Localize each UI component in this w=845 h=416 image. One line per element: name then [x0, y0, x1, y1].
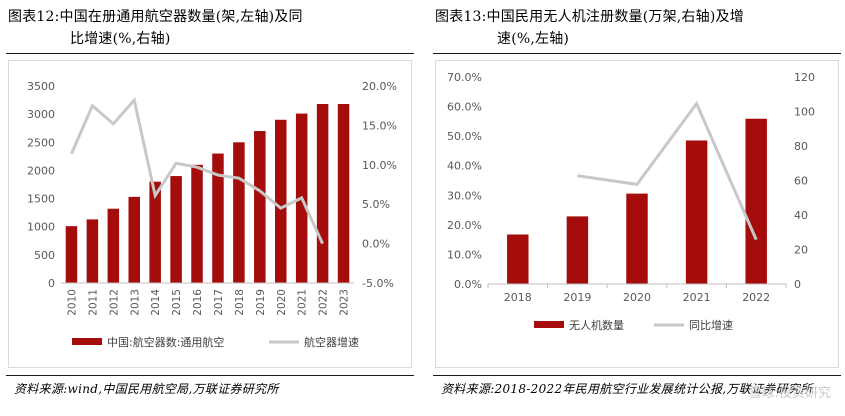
left-axis-tick-label: 3500 [27, 80, 55, 93]
left-title-line2: 比增速(%,右轴) [70, 31, 171, 47]
right-chart-svg: 0.0% 10.0% 20.0% 30.0% 40.0% 50.0% 60.0% 70.0% 0… [447, 71, 815, 332]
legend-swatch-bar [534, 321, 564, 328]
x-axis-tick-label: 2016 [192, 289, 204, 316]
left-axis-tick-label: 1500 [27, 193, 55, 206]
left-axis-tick-label: 30.0% [447, 189, 482, 202]
x-axis-tick-label: 2018 [234, 289, 246, 316]
bar [745, 118, 767, 284]
right-chart-frame: 0.0% 10.0% 20.0% 30.0% 40.0% 50.0% 60.0% 70.0% 0… [435, 60, 839, 368]
legend-label-line: 同比增速 [689, 318, 733, 332]
right-axis-tick-label: 80 [794, 140, 808, 153]
left-bottom-rule [6, 375, 414, 376]
left-axis-tick-label: 2500 [27, 136, 55, 149]
left-axis-tick-label: 0.0% [454, 278, 482, 291]
bar [316, 104, 329, 283]
left-axis-tick-label: 1000 [27, 221, 55, 234]
bar [274, 119, 287, 283]
x-axis-tick-label: 2011 [87, 289, 99, 316]
x-axis-tick-label: 2015 [171, 289, 183, 316]
left-axis-tick-label: 0 [48, 277, 55, 290]
left-axis-tick-label: 70.0% [447, 71, 482, 84]
x-axis-tick-label: 2012 [108, 289, 120, 316]
legend-label-bar: 无人机数量 [569, 318, 624, 332]
left-chart-frame: 0 500 1000 1500 2000 2500 3000 3500 -5.0% 0.0% 5.0… [8, 60, 412, 368]
line-series-growth [577, 100, 758, 241]
legend-label-bar: 中国:航空器数:通用航空 [107, 335, 224, 349]
left-axis-tick-label: 20.0% [447, 219, 482, 232]
x-axis-tick-label: 2010 [66, 289, 78, 316]
x-axis-tick-label: 2020 [276, 289, 288, 316]
x-axis-tick-label: 2017 [213, 289, 225, 316]
right-axis-tick-label: 5.0% [362, 198, 390, 211]
left-axis-tick-label: 50.0% [447, 130, 482, 143]
right-title-line2: 速(%,左轴) [497, 31, 570, 47]
x-axis-tick-label: 2022 [318, 289, 330, 316]
left-top-rule [6, 53, 414, 54]
right-axis-tick-label: 40 [794, 209, 808, 222]
left-axis-tick-label: 60.0% [447, 101, 482, 114]
x-axis-tick-label: 2019 [255, 289, 267, 316]
bar [128, 196, 141, 283]
right-axis-tick-label: -5.0% [362, 277, 394, 290]
left-source-note: 资料来源:wind,中国民用航空局,万联证券研究所 [14, 382, 279, 396]
x-axis-tick-label: 2020 [623, 291, 651, 304]
right-axis-tick-label: 15.0% [362, 119, 397, 132]
left-axis-tick-label: 10.0% [447, 248, 482, 261]
bar [626, 193, 648, 284]
right-axis-tick-label: 10.0% [362, 159, 397, 172]
x-axis-tick-label: 2013 [129, 289, 141, 316]
right-source-note: 资料来源:2018-2022年民用航空行业发展统计公报,万联证券研究所 [441, 382, 813, 396]
left-chart-title: 图表12:中国在册通用航空器数量(架,左轴)及同 比增速(%,右轴) [8, 6, 413, 50]
bar [254, 131, 266, 283]
bar [170, 176, 182, 283]
right-axis-tick-label: 20.0% [362, 80, 397, 93]
left-axis-tick-label: 500 [34, 249, 55, 262]
left-title-line1: 图表12:中国在册通用航空器数量(架,左轴)及同 [8, 9, 303, 25]
right-bottom-rule [433, 375, 841, 376]
bar [149, 181, 161, 283]
bar [107, 208, 120, 283]
right-axis-tick-label: 0 [794, 278, 801, 291]
right-axis-tick-label: 60 [794, 175, 808, 188]
x-axis-tick-label: 2018 [504, 291, 532, 304]
right-title-line1: 图表13:中国民用无人机注册数量(万架,右轴)及增 [435, 9, 744, 25]
right-axis-tick-label: 20 [794, 244, 808, 257]
bar [233, 142, 245, 283]
line-series-growth [70, 96, 324, 245]
watermark-logo: 雪球:投资研究 [748, 386, 831, 401]
right-top-rule [433, 53, 841, 54]
bar [212, 153, 224, 283]
left-axis-tick-label: 2000 [27, 164, 55, 177]
legend-swatch-bar [72, 338, 102, 345]
bar [566, 216, 589, 284]
bar [337, 104, 350, 283]
bar [65, 226, 78, 283]
left-chart-svg: 0 500 1000 1500 2000 2500 3000 3500 -5.0% 0.0% 5.0… [27, 80, 397, 349]
x-axis-tick-label: 2023 [339, 289, 351, 316]
left-axis-tick-label: 3000 [27, 108, 55, 121]
bar [685, 140, 708, 284]
x-axis-tick-label: 2021 [683, 291, 711, 304]
right-axis-tick-label: 120 [794, 71, 815, 84]
bar [191, 164, 203, 283]
right-axis-tick-label: 100 [794, 106, 815, 119]
x-axis-tick-label: 2019 [563, 291, 591, 304]
bar [86, 219, 99, 283]
left-axis-tick-label: 40.0% [447, 160, 482, 173]
bar [507, 234, 529, 284]
x-axis-tick-label: 2022 [742, 291, 770, 304]
right-chart-title: 图表13:中国民用无人机注册数量(万架,右轴)及增 速(%,左轴) [435, 6, 840, 50]
x-axis-tick-label: 2021 [297, 289, 309, 316]
legend-label-line: 航空器增速 [304, 335, 359, 349]
x-axis-tick-label: 2014 [150, 289, 162, 316]
right-axis-tick-label: 0.0% [362, 238, 390, 251]
